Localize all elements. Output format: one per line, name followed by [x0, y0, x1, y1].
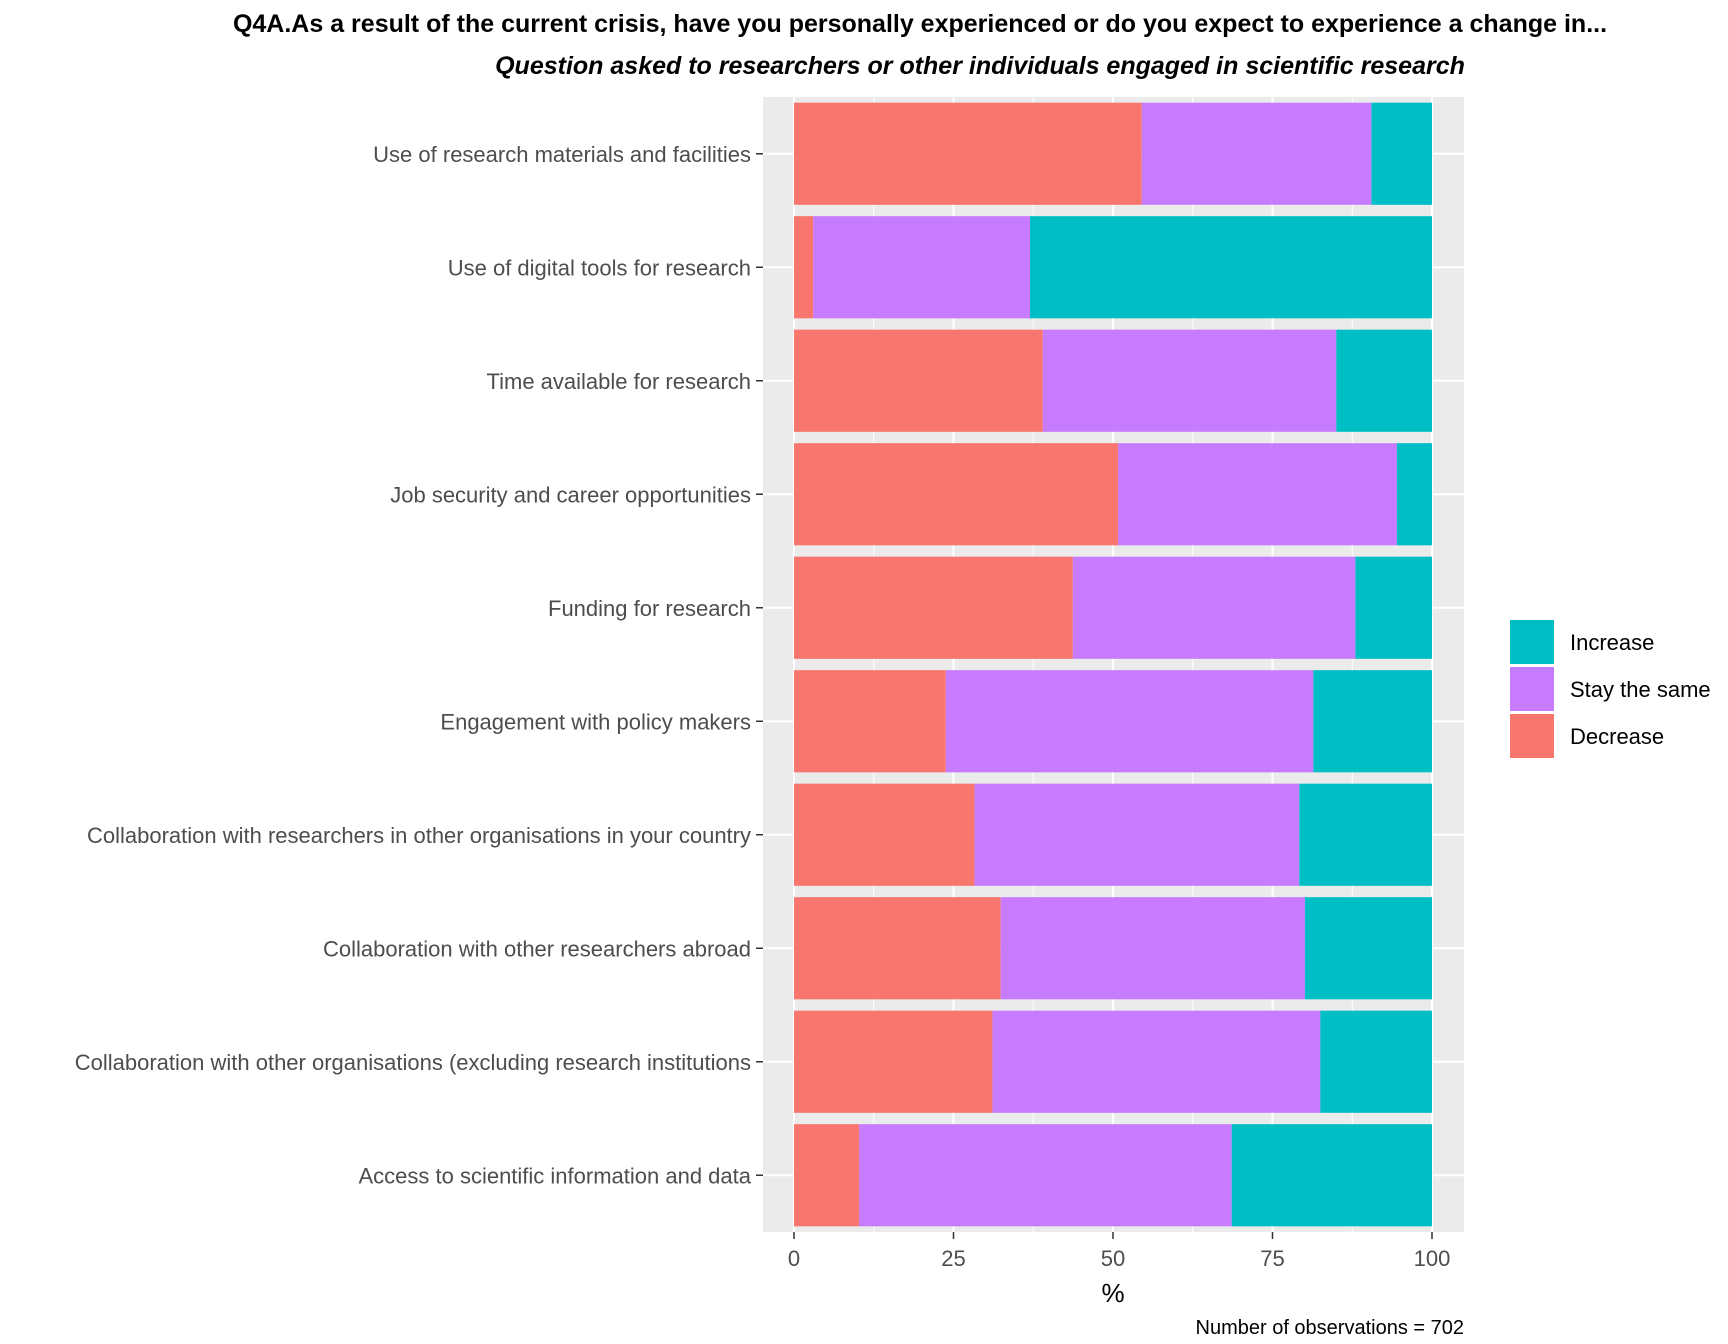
bar-stay_the_same	[974, 783, 1300, 886]
bar-decrease	[794, 556, 1073, 659]
x-axis: 0 25 50 75 100	[788, 1232, 1450, 1271]
category-label: Job security and career opportunities	[390, 482, 751, 507]
x-tick-label: 25	[941, 1246, 965, 1271]
bar-decrease	[794, 216, 814, 319]
bar-stay_the_same	[1000, 897, 1306, 1000]
bar-increase	[1313, 670, 1432, 773]
bar-decrease	[794, 1010, 993, 1113]
category-label: Use of digital tools for research	[448, 255, 751, 280]
chart-subtitle: Question asked to researchers or other i…	[495, 52, 1465, 80]
bar-decrease	[794, 670, 946, 773]
bar-decrease	[794, 1124, 860, 1227]
bar-decrease	[794, 329, 1043, 432]
bar-stay_the_same	[992, 1010, 1321, 1113]
bar-increase	[1371, 102, 1432, 205]
bar-stay_the_same	[1042, 329, 1337, 432]
legend-key-decrease	[1510, 714, 1554, 758]
x-tick-label: 50	[1101, 1246, 1125, 1271]
bar-stay_the_same	[1072, 556, 1356, 659]
legend-label: Decrease	[1570, 724, 1664, 749]
bar-decrease	[794, 102, 1142, 205]
bar-increase	[1320, 1010, 1432, 1113]
legend: Increase Stay the same Decrease	[1510, 620, 1711, 758]
category-label: Collaboration with other organisations (…	[75, 1050, 751, 1075]
category-label: Collaboration with other researchers abr…	[323, 936, 751, 961]
bar-decrease	[794, 783, 975, 886]
bar-decrease	[794, 443, 1119, 546]
bar-stay_the_same	[1141, 102, 1372, 205]
category-label: Use of research materials and facilities	[373, 142, 751, 167]
bar-stay_the_same	[859, 1124, 1232, 1227]
category-axis: Use of research materials and facilities…	[75, 142, 763, 1188]
bar-increase	[1030, 216, 1432, 319]
bar-increase	[1355, 556, 1432, 659]
bar-increase	[1336, 329, 1432, 432]
observations-caption: Number of observations = 702	[1196, 1317, 1465, 1339]
legend-key-increase	[1510, 620, 1554, 664]
category-label: Access to scientific information and dat…	[358, 1163, 751, 1188]
bar-increase	[1305, 897, 1432, 1000]
category-label: Funding for research	[548, 596, 751, 621]
x-axis-title: %	[1101, 1278, 1124, 1308]
bar-stay_the_same	[1118, 443, 1397, 546]
chart-title: Q4A.As a result of the current crisis, h…	[232, 10, 1608, 38]
legend-label: Increase	[1570, 630, 1654, 655]
bar-increase	[1299, 783, 1432, 886]
x-tick-label: 75	[1260, 1246, 1284, 1271]
bar-decrease	[794, 897, 1001, 1000]
category-label: Engagement with policy makers	[440, 709, 751, 734]
bar-increase	[1396, 443, 1432, 546]
bar-increase	[1231, 1124, 1432, 1227]
x-tick-label: 100	[1414, 1246, 1451, 1271]
legend-label: Stay the same	[1570, 677, 1711, 702]
category-label: Time available for research	[486, 369, 751, 394]
bar-stay_the_same	[945, 670, 1314, 773]
bars	[794, 102, 1432, 1227]
legend-key-stay_the_same	[1510, 667, 1554, 711]
x-tick-label: 0	[788, 1246, 800, 1271]
category-label: Collaboration with researchers in other …	[87, 823, 751, 848]
bar-stay_the_same	[813, 216, 1031, 319]
